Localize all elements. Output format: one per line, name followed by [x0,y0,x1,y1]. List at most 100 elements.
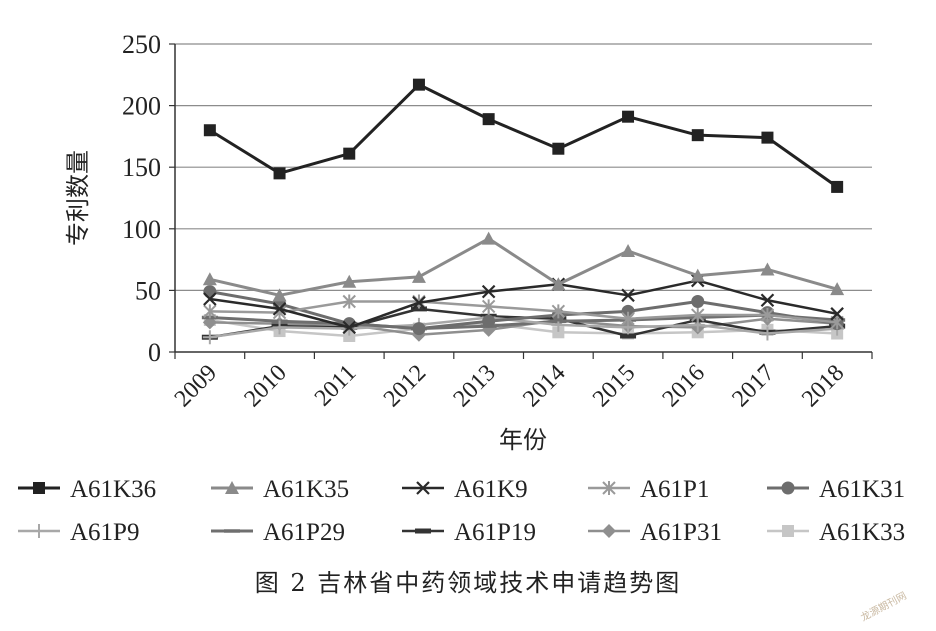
legend-label: A61P19 [454,519,536,546]
point-A61P1-2011 [342,294,356,309]
legend-item-A61P31: A61P31 [588,519,722,546]
series-line-A61K9 [209,279,838,329]
point-A61P1-2014 [551,304,566,319]
legend-item-A61K36: A61K36 [18,476,156,503]
point-A61K35-2009 [202,272,217,286]
legend-marker [602,524,616,538]
point-A61K31-2009 [203,285,217,299]
legend-label: A61P9 [70,519,139,546]
y-tick-label: 0 [148,338,161,367]
legend-label: A61K33 [819,519,905,546]
point-A61K9-2011 [342,320,357,335]
legend-marker [33,482,45,494]
point-A61K35-2017 [760,262,775,276]
point-A61K35-2014 [551,277,566,291]
point-A61K9-2012 [412,295,426,310]
legend-label: A61P31 [640,519,722,546]
series-A61K35 [202,231,845,302]
legend-marker [782,525,794,537]
series-line-A61K36 [209,83,839,189]
legend-marker [781,481,795,495]
tick-labels: 0 50 100 150 200 250 2009 2010 2011 2012 2013 2014 2… [122,30,849,412]
point-A61K35-2011 [342,274,357,288]
point-A61K36-2014 [552,142,565,155]
gridlines [175,43,872,291]
legend-label: A61P29 [263,519,345,546]
x-tick-label: 2013 [449,360,501,412]
legend-label: A61P1 [640,476,709,503]
point-A61K31-2016 [691,294,705,308]
series-lines [201,78,846,345]
y-tick-label: 250 [122,30,161,59]
series-line-A61P1 [209,300,838,324]
legend-label: A61K35 [263,476,349,503]
x-tick-label: 2016 [658,360,710,412]
legend-item-A61P1: A61P1 [588,476,709,503]
x-axis-label: 年份 [499,426,547,454]
legend-marker [602,481,616,495]
point-A61P9-2017 [760,326,775,341]
point-A61K35-2010 [272,288,287,302]
x-tick-label: 2012 [379,360,431,412]
point-A61K36-2012 [412,78,425,91]
legend: A61K36 A61K35 A61K9 A61P1 A61K31 A61P9 A61P29 A… [18,476,905,546]
point-A61K36-2011 [343,147,356,160]
y-tick-label: 100 [122,215,161,244]
y-tick-label: 50 [135,276,161,305]
point-A61K9-2010 [272,302,287,316]
x-tick-label: 2014 [518,360,570,412]
legend-label: A61K36 [70,476,156,503]
legend-item-A61K31: A61K31 [767,476,905,503]
x-tick-label: 2015 [588,360,640,412]
point-A61K9-2017 [760,293,775,308]
point-A61K35-2012 [411,269,426,283]
legend-item-A61K35: A61K35 [211,476,349,503]
point-A61K9-2018 [830,307,844,321]
point-A61K35-2016 [690,268,705,282]
point-A61P1-2015 [621,311,635,326]
point-A61K36-2015 [622,110,635,123]
point-A61P1-2013 [481,299,496,314]
point-A61K9-2015 [621,288,635,303]
y-tick-label: 150 [122,153,161,182]
line-chart: 0 50 100 150 200 250 2009 2010 2011 2012 2013 2014 2… [18,30,905,546]
point-A61K35-2013 [481,231,496,245]
point-A61K36-2016 [691,129,704,142]
series-A61K36 [203,78,844,193]
point-A61K35-2018 [830,282,845,296]
point-A61K36-2010 [273,167,286,180]
point-A61K36-2017 [761,131,774,144]
x-tick-label: 2017 [727,360,779,412]
point-A61K31-2012 [412,322,426,336]
point-A61P19-2015 [620,333,637,339]
legend-label: A61K9 [454,476,528,503]
series-line-A61K31 [209,290,838,331]
point-A61P1-2017 [760,308,775,323]
x-tick-label: 2010 [239,360,291,412]
point-A61K31-2013 [482,314,496,328]
series-line-A61P9 [209,316,838,339]
point-A61K36-2013 [482,113,495,126]
legend-label: A61K31 [819,476,905,503]
point-A61P1-2009 [203,304,217,319]
figure-caption: 图 2 吉林省中药领域技术申请趋势图 [254,569,682,597]
legend-item-A61K9: A61K9 [402,476,528,503]
legend-marker [32,524,46,538]
point-A61K36-2009 [203,124,216,137]
point-A61K33-2011 [343,329,356,342]
point-A61P9-2009 [202,330,217,345]
legend-marker [415,528,431,534]
point-A61K36-2018 [831,180,844,193]
legend-marker [416,481,430,495]
series-line-A61K35 [209,237,838,297]
legend-item-A61P29: A61P29 [211,519,345,546]
x-tick-label: 2011 [310,360,362,412]
series-line-A61K33 [209,318,838,338]
legend-item-A61P19: A61P19 [402,519,536,546]
legend-marker [225,481,239,494]
legend-item-A61P9: A61P9 [18,519,139,546]
point-A61K35-2015 [621,243,636,257]
point-A61K9-2009 [203,292,217,306]
y-axis-label: 专利数量 [64,150,92,246]
